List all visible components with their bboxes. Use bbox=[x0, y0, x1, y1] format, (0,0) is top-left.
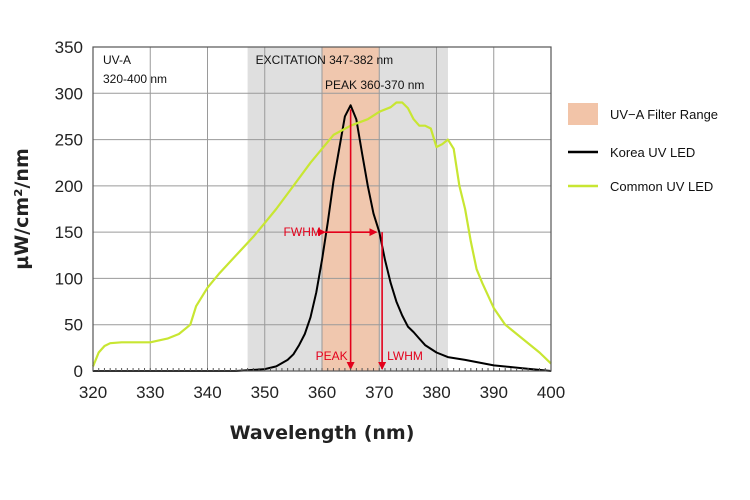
plot-frame bbox=[92, 46, 552, 372]
y-tick-label-250: 250 bbox=[55, 131, 83, 150]
legend-swatch-uva-filter-range bbox=[568, 103, 598, 125]
grid-layer bbox=[92, 46, 552, 372]
y-tick-label-150: 150 bbox=[55, 223, 83, 242]
bands-layer bbox=[247, 47, 448, 371]
x-tick-label-320: 320 bbox=[79, 383, 107, 402]
x-tick-label-340: 340 bbox=[193, 383, 221, 402]
series-layer bbox=[91, 101, 552, 372]
y-tick-label-300: 300 bbox=[55, 84, 83, 103]
lwhm-label: LWHM bbox=[387, 349, 423, 363]
y-tick-label-200: 200 bbox=[55, 177, 83, 196]
uva-range-label: 320-400 nm bbox=[103, 72, 167, 86]
x-tick-label-330: 330 bbox=[136, 383, 164, 402]
y-tick-label-100: 100 bbox=[55, 269, 83, 288]
legend-label-0: UV−A Filter Range bbox=[610, 107, 718, 122]
axes-layer: 320 330 340 350 360 370 380 390 400 0 50 100 150 200 2… bbox=[11, 38, 565, 444]
y-tick-label-0: 0 bbox=[74, 362, 83, 381]
x-tick-label-350: 350 bbox=[251, 383, 279, 402]
y-axis-title: µW/cm²/nm bbox=[11, 148, 33, 270]
uva-label: UV-A bbox=[103, 53, 131, 67]
fwhm-label: FWHM bbox=[284, 225, 321, 239]
series-line-common-uv-led bbox=[91, 101, 552, 367]
x-tick-label-380: 380 bbox=[422, 383, 450, 402]
peak-range-label: PEAK 360-370 nm bbox=[325, 78, 424, 92]
y-tick-label-50: 50 bbox=[64, 316, 83, 335]
peak-label: PEAK bbox=[316, 349, 348, 363]
x-tick-label-360: 360 bbox=[308, 383, 336, 402]
x-tick-label-390: 390 bbox=[480, 383, 508, 402]
legend-label-2: Common UV LED bbox=[610, 179, 713, 194]
x-axis-title: Wavelength (nm) bbox=[230, 422, 415, 444]
x-tick-label-370: 370 bbox=[365, 383, 393, 402]
legend-label-1: Korea UV LED bbox=[610, 145, 695, 160]
x-tick-label-400: 400 bbox=[537, 383, 565, 402]
y-tick-label-350: 350 bbox=[55, 38, 83, 57]
annotations-layer: EXCITATION 347-382 nm PEAK 360-370 nm UV-A… bbox=[103, 53, 424, 370]
series-line-korea-uv-led bbox=[93, 104, 552, 372]
excitation-label: EXCITATION 347-382 nm bbox=[256, 53, 394, 67]
legend: UV−A Filter Range Korea UV LED Common UV L… bbox=[568, 103, 718, 194]
